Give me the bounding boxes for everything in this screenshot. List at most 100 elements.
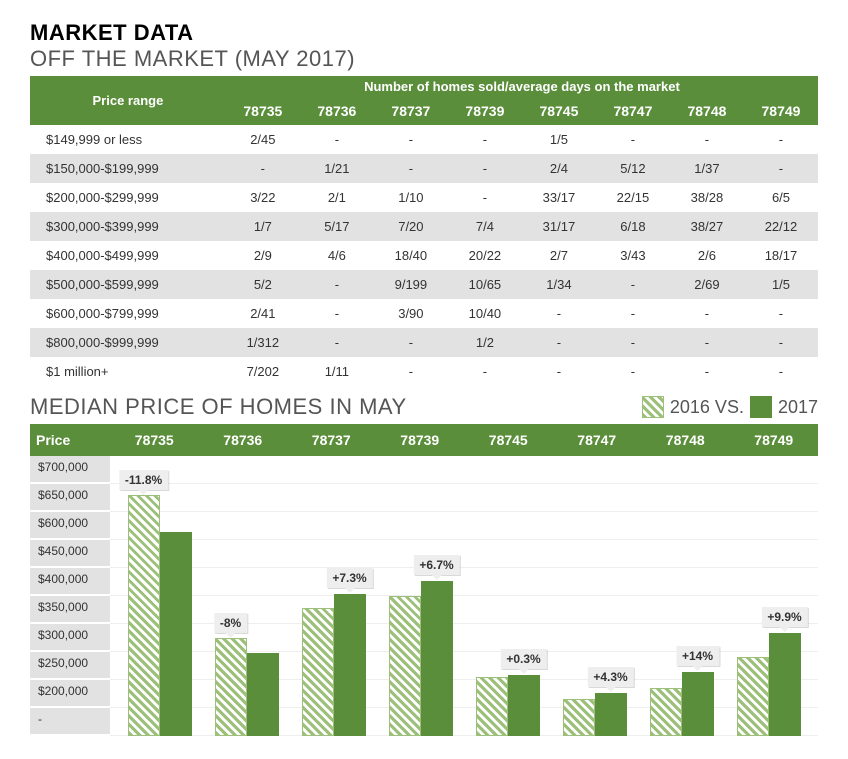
- table-cell: -: [522, 357, 596, 386]
- table-cell: 1/312: [226, 328, 300, 357]
- table-row: $149,999 or less2/45---1/5---: [30, 125, 818, 154]
- table-cell: 2/6: [670, 241, 744, 270]
- chart-legend: 2016 VS. 2017: [642, 396, 818, 418]
- chart-y-tick: $350,000: [30, 596, 110, 624]
- bar-pct-label: -8%: [214, 613, 247, 633]
- bar-2016: [563, 699, 595, 736]
- table-cell: -: [744, 328, 818, 357]
- table-row-label: $800,000-$999,999: [30, 328, 226, 357]
- table-cell: 38/27: [670, 212, 744, 241]
- table-cell: 9/199: [374, 270, 448, 299]
- market-table: Price range Number of homes sold/average…: [30, 76, 818, 386]
- chart-bar-group: +0.3%: [464, 675, 551, 736]
- chart-y-tick: $400,000: [30, 568, 110, 596]
- table-row-label: $500,000-$599,999: [30, 270, 226, 299]
- table-cell: 5/2: [226, 270, 300, 299]
- chart-x-label: 78739: [376, 424, 465, 456]
- table-cell: 18/40: [374, 241, 448, 270]
- bar-pct-label: +14%: [676, 646, 719, 666]
- bar-2017: +9.9%: [769, 633, 801, 736]
- table-cell: 38/28: [670, 183, 744, 212]
- bar-pct-label: +9.9%: [761, 607, 807, 627]
- legend-label-2016: 2016 VS.: [670, 397, 744, 418]
- bar-2017: +0.3%: [508, 675, 540, 736]
- chart-y-tick: $450,000: [30, 540, 110, 568]
- table-cell: 5/17: [300, 212, 374, 241]
- table-col-zip: 78736: [300, 97, 374, 125]
- table-row-label: $149,999 or less: [30, 125, 226, 154]
- table-col-zip: 78747: [596, 97, 670, 125]
- table-cell: -: [448, 154, 522, 183]
- table-cell: -: [300, 270, 374, 299]
- table-cell: 1/37: [670, 154, 744, 183]
- bar-2016: [476, 677, 508, 736]
- table-cell: 7/20: [374, 212, 448, 241]
- table-row: $200,000-$299,9993/222/11/10-33/1722/153…: [30, 183, 818, 212]
- table-col-zip: 78745: [522, 97, 596, 125]
- table-cell: 4/6: [300, 241, 374, 270]
- table-cell: 10/65: [448, 270, 522, 299]
- page-title-sub: OFF THE MARKET (MAY 2017): [30, 46, 818, 72]
- bar-2017: +7.3%: [334, 594, 366, 736]
- legend-swatch-2016: [642, 396, 664, 418]
- table-cell: 31/17: [522, 212, 596, 241]
- table-cell: -: [744, 357, 818, 386]
- table-cell: 18/17: [744, 241, 818, 270]
- bar-2016: -8%: [215, 638, 247, 736]
- table-cell: 7/4: [448, 212, 522, 241]
- table-cell: 22/12: [744, 212, 818, 241]
- chart-y-tick: $700,000: [30, 456, 110, 484]
- table-row-label: $400,000-$499,999: [30, 241, 226, 270]
- table-row-label: $1 million+: [30, 357, 226, 386]
- chart-x-label: 78736: [199, 424, 288, 456]
- legend-label-2017: 2017: [778, 397, 818, 418]
- table-cell: 10/40: [448, 299, 522, 328]
- table-cell: -: [670, 357, 744, 386]
- table-cell: -: [596, 299, 670, 328]
- table-cell: 6/5: [744, 183, 818, 212]
- table-cell: 20/22: [448, 241, 522, 270]
- bar-pct-label: +4.3%: [587, 667, 633, 687]
- legend-swatch-2017: [750, 396, 772, 418]
- chart-x-label: 78748: [641, 424, 730, 456]
- table-cell: 3/90: [374, 299, 448, 328]
- bar-2017: [247, 653, 279, 737]
- table-cell: -: [374, 357, 448, 386]
- table-row: $400,000-$499,9992/94/618/4020/222/73/43…: [30, 241, 818, 270]
- table-cell: -: [300, 125, 374, 154]
- chart-bar-group: +6.7%: [377, 581, 464, 736]
- table-cell: 3/22: [226, 183, 300, 212]
- bar-pct-label: +0.3%: [500, 649, 546, 669]
- table-cell: 7/202: [226, 357, 300, 386]
- table-row: $500,000-$599,9995/2-9/19910/651/34-2/69…: [30, 270, 818, 299]
- table-cell: -: [300, 299, 374, 328]
- table-cell: 1/7: [226, 212, 300, 241]
- chart-bar-group: -8%: [203, 638, 290, 736]
- table-row: $800,000-$999,9991/312--1/2----: [30, 328, 818, 357]
- table-row-label: $300,000-$399,999: [30, 212, 226, 241]
- bar-2017: [160, 532, 192, 736]
- chart-bar-group: -11.8%: [116, 495, 203, 736]
- chart-y-tick: $650,000: [30, 484, 110, 512]
- table-superheader: Number of homes sold/average days on the…: [226, 76, 818, 97]
- chart-x-label: 78747: [553, 424, 642, 456]
- table-cell: -: [744, 125, 818, 154]
- chart-x-label: 78735: [110, 424, 199, 456]
- table-cell: 22/15: [596, 183, 670, 212]
- chart-y-tick: $250,000: [30, 652, 110, 680]
- bar-2016: [737, 657, 769, 736]
- table-cell: -: [596, 357, 670, 386]
- table-row-label: $600,000-$799,999: [30, 299, 226, 328]
- bar-2016: [302, 608, 334, 736]
- table-cell: 2/69: [670, 270, 744, 299]
- table-row: $300,000-$399,9991/75/177/207/431/176/18…: [30, 212, 818, 241]
- table-cell: -: [374, 328, 448, 357]
- table-cell: -: [448, 183, 522, 212]
- bar-pct-label: -11.8%: [119, 470, 168, 490]
- bar-2017: +4.3%: [595, 693, 627, 736]
- bar-2016: [650, 688, 682, 736]
- table-row-label: $150,000-$199,999: [30, 154, 226, 183]
- table-cell: -: [226, 154, 300, 183]
- table-cell: 6/18: [596, 212, 670, 241]
- table-row: $600,000-$799,9992/41-3/9010/40----: [30, 299, 818, 328]
